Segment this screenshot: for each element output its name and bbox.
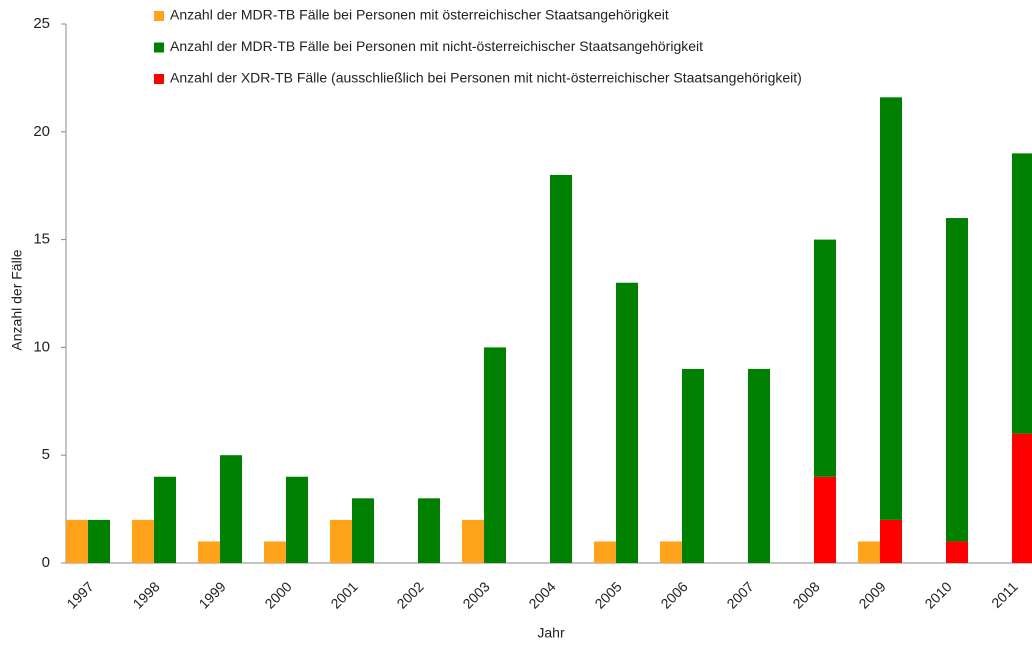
y-tick-label: 5: [42, 446, 50, 463]
bar: [660, 541, 682, 563]
bar: [220, 455, 242, 563]
x-tick-label: 2004: [525, 578, 558, 611]
x-tick-label: 2007: [723, 578, 756, 611]
legend-swatch: [154, 11, 164, 21]
bar: [550, 174, 572, 564]
bar: [946, 218, 968, 542]
bar: [1012, 153, 1032, 434]
bar: [946, 541, 968, 563]
x-tick-label: 2011: [988, 578, 1021, 611]
legend-swatch: [154, 42, 164, 53]
bar: [880, 519, 902, 563]
bar: [264, 541, 286, 563]
bar: [352, 498, 374, 563]
bar: [198, 541, 220, 563]
bar: [330, 519, 352, 563]
x-tick-label: 2005: [591, 578, 624, 611]
bar: [594, 541, 616, 563]
bar: [66, 519, 88, 563]
bar: [814, 476, 836, 563]
bar: [748, 368, 770, 563]
bar: [858, 541, 880, 563]
bar: [132, 519, 154, 563]
x-tick-label: 2008: [789, 578, 822, 611]
bar: [286, 476, 308, 563]
x-tick-label: 2000: [261, 578, 294, 611]
y-tick-label: 20: [33, 123, 50, 140]
x-tick-label: 1998: [129, 578, 162, 611]
bar: [814, 239, 836, 477]
legend-label: Anzahl der XDR-TB Fälle (ausschließlich …: [170, 70, 802, 86]
x-tick-label: 2003: [459, 578, 492, 611]
bar: [616, 282, 638, 563]
legend-swatch: [154, 74, 164, 84]
bar: [88, 519, 110, 563]
bar: [1012, 433, 1032, 563]
x-axis-label: Jahr: [537, 625, 565, 641]
y-tick-label: 25: [33, 15, 50, 32]
x-tick-label: 1997: [63, 578, 96, 611]
y-tick-label: 10: [33, 338, 50, 355]
bar: [418, 498, 440, 563]
x-tick-label: 2001: [327, 578, 360, 611]
bar: [880, 97, 902, 520]
bar: [682, 368, 704, 563]
x-tick-label: 2002: [393, 578, 426, 611]
bar: [462, 519, 484, 563]
y-tick-label: 0: [42, 554, 50, 571]
legend-label: Anzahl der MDR-TB Fälle bei Personen mit…: [170, 38, 703, 54]
x-tick-label: 2009: [855, 578, 888, 611]
legend-label: Anzahl der MDR-TB Fälle bei Personen mit…: [170, 7, 669, 23]
x-tick-label: 2006: [657, 578, 690, 611]
bar: [154, 476, 176, 563]
bar: [484, 347, 506, 563]
y-axis-label: Anzahl der Fälle: [9, 249, 25, 350]
y-tick-label: 15: [33, 231, 50, 248]
x-tick-label: 2010: [921, 578, 954, 611]
x-tick-label: 1999: [195, 578, 228, 611]
